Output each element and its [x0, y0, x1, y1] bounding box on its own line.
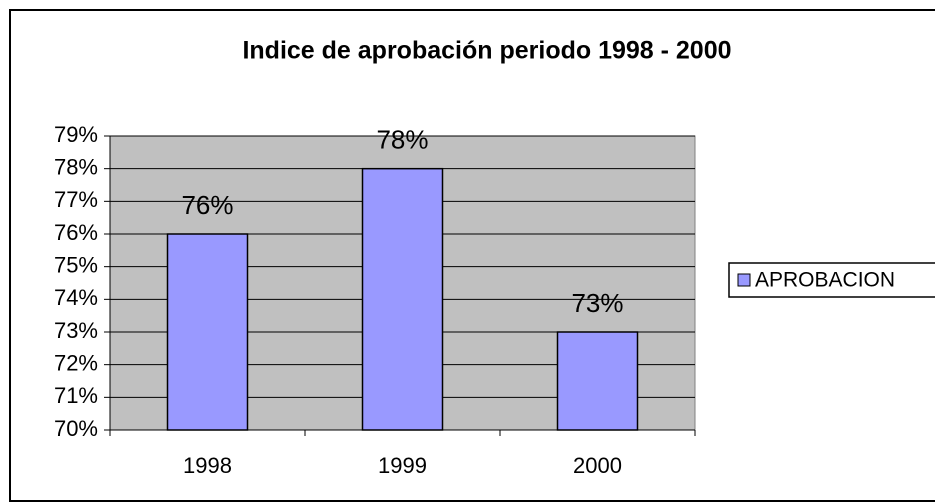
data-label: 73% — [571, 288, 623, 318]
data-label: 76% — [181, 190, 233, 220]
legend-box — [728, 262, 935, 298]
x-tick-label: 1998 — [183, 453, 232, 478]
y-tick-label: 78% — [54, 154, 98, 179]
y-tick-label: 76% — [54, 220, 98, 245]
y-tick-label: 79% — [54, 122, 98, 147]
bar — [556, 331, 639, 431]
bar — [166, 233, 249, 431]
y-tick-label: 72% — [54, 350, 98, 375]
legend-swatch — [737, 273, 751, 287]
chart-title: Indice de aprobación periodo 1998 - 2000 — [242, 37, 731, 65]
y-tick-label: 73% — [54, 318, 98, 343]
y-tick-label: 77% — [54, 187, 98, 212]
bar — [361, 167, 444, 431]
y-tick-label: 74% — [54, 285, 98, 310]
legend-label: APROBACION — [755, 269, 895, 292]
y-tick-label: 75% — [54, 252, 98, 277]
x-tick-label: 2000 — [573, 453, 622, 478]
y-tick-label: 70% — [54, 416, 98, 441]
x-tick-label: 1999 — [378, 453, 427, 478]
data-label: 78% — [376, 125, 428, 155]
y-tick-label: 71% — [54, 383, 98, 408]
